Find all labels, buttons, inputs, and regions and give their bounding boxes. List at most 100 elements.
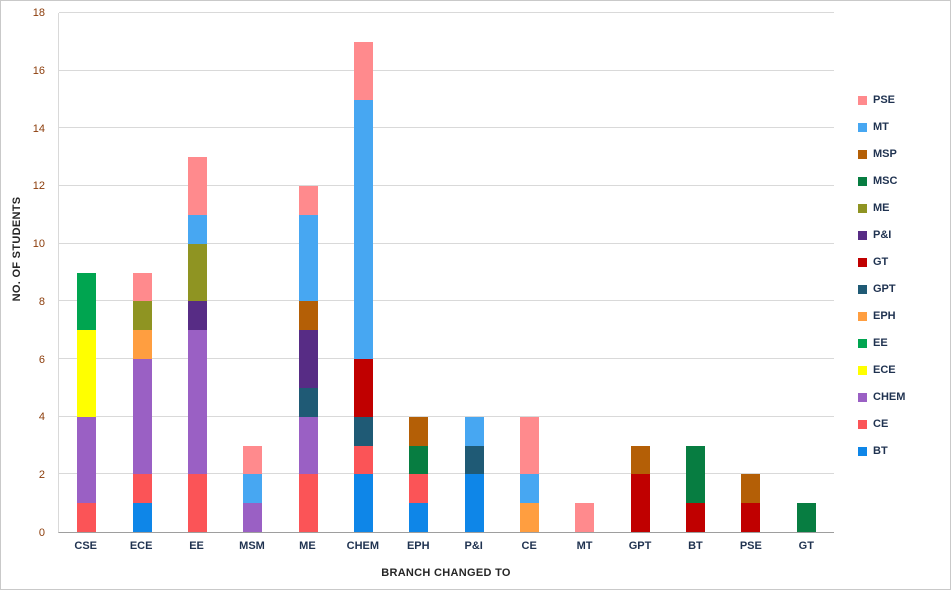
legend-label: MT xyxy=(873,121,889,133)
bar-segment-PSE xyxy=(575,503,595,532)
x-axis-tick-label: MSM xyxy=(239,540,265,552)
legend-swatch-EE xyxy=(858,339,867,348)
chart-legend: PSE MT MSP MSC ME P&I GT GPT EPH EE ECE CHEM CE BT xyxy=(858,95,905,457)
bar-PSE xyxy=(741,13,761,532)
legend-label: BT xyxy=(873,445,888,457)
bar-segment-PSE xyxy=(187,157,207,215)
y-axis-tick-label: 14 xyxy=(32,122,45,135)
legend-label: MSC xyxy=(873,175,898,187)
legend-swatch-GPT xyxy=(858,285,867,294)
x-axis-tick-label: GPT xyxy=(628,540,652,552)
bar-segment-MT xyxy=(353,99,373,360)
legend-label: CHEM xyxy=(873,391,906,403)
bar-segment-PSE xyxy=(243,445,263,475)
gridline xyxy=(59,185,834,186)
bar-CE xyxy=(520,13,540,532)
gridline xyxy=(59,358,834,359)
legend-item-MSC: MSC xyxy=(858,176,905,187)
y-axis: 0 2 4 6 8 10 12 14 16 18 xyxy=(1,7,51,539)
x-axis-tick-label: MT xyxy=(576,540,593,552)
bar-ME xyxy=(298,13,318,532)
x-axis-title: BRANCH CHANGED TO xyxy=(381,567,511,579)
legend-item-GT: GT xyxy=(858,257,905,268)
gridline xyxy=(59,69,834,71)
legend-label: PSE xyxy=(873,94,896,106)
legend-label: P&I xyxy=(873,229,892,241)
bar-segment-CHEM xyxy=(298,416,318,475)
gridline xyxy=(59,473,834,475)
bar-segment-CE xyxy=(132,474,152,504)
y-axis-tick-label: 2 xyxy=(38,469,45,482)
bar-segment-PSE xyxy=(353,41,373,100)
bar-segment-GPT xyxy=(298,387,318,417)
bar-segment-CE xyxy=(298,474,318,532)
bar-GT xyxy=(796,13,816,532)
bar-MSM xyxy=(243,13,263,532)
bar-GPT xyxy=(630,13,650,532)
bar-segment-ME xyxy=(132,301,152,331)
legend-swatch-GT xyxy=(858,258,867,267)
x-axis-tick-label: P&I xyxy=(464,540,483,552)
bar-CSE xyxy=(77,13,97,532)
bar-segment-MSP xyxy=(741,474,761,504)
plot-area xyxy=(58,12,834,533)
legend-swatch-BT xyxy=(858,447,867,456)
y-axis-tick-label: 4 xyxy=(38,411,45,424)
y-axis-tick-label: 16 xyxy=(32,64,45,77)
bar-segment-PSE xyxy=(520,416,540,475)
bar-segment-MSP xyxy=(630,445,650,475)
bar-segment-GT xyxy=(630,474,650,532)
legend-label: GT xyxy=(873,256,889,268)
legend-item-CHEM: CHEM xyxy=(858,392,905,403)
bar-segment-MSC xyxy=(686,445,706,504)
legend-label: ME xyxy=(873,202,890,214)
bar-segment-BT xyxy=(409,503,429,532)
gridline xyxy=(59,415,834,417)
bar-segment-P&I xyxy=(187,301,207,331)
bar-segment-P&I xyxy=(298,330,318,388)
legend-item-P&I: P&I xyxy=(858,230,905,241)
gridline xyxy=(59,300,834,302)
bar-P&I xyxy=(464,13,484,532)
x-axis-tick-label: PSE xyxy=(739,540,762,552)
x-axis-tick-label: GT xyxy=(798,540,814,552)
bar-segment-ECE xyxy=(77,330,97,417)
legend-label: GPT xyxy=(873,283,896,295)
legend-swatch-MSC xyxy=(858,177,867,186)
bar-segment-EPH xyxy=(520,503,540,532)
bar-segment-BT xyxy=(132,503,152,532)
x-axis-tick-label: CSE xyxy=(74,540,98,552)
legend-item-ECE: ECE xyxy=(858,365,905,376)
bar-segment-MSC xyxy=(796,503,816,532)
legend-label: EPH xyxy=(873,310,896,322)
bar-segment-GT xyxy=(353,359,373,417)
bar-segment-CE xyxy=(187,474,207,532)
x-axis-tick-label: CHEM xyxy=(346,540,380,552)
legend-swatch-CHEM xyxy=(858,393,867,402)
bar-segment-CHEM xyxy=(187,330,207,475)
legend-swatch-MSP xyxy=(858,150,867,159)
bar-segment-PSE xyxy=(298,186,318,215)
legend-swatch-PSE xyxy=(858,96,867,105)
bar-segment-ME xyxy=(187,243,207,302)
bar-segment-MSC xyxy=(409,445,429,475)
bar-MT xyxy=(575,13,595,532)
legend-item-GPT: GPT xyxy=(858,284,905,295)
legend-item-MT: MT xyxy=(858,122,905,133)
x-axis-tick-label: BT xyxy=(688,540,703,552)
legend-item-EE: EE xyxy=(858,338,905,349)
legend-item-EPH: EPH xyxy=(858,311,905,322)
bar-segment-MT xyxy=(520,474,540,504)
bar-segment-EE xyxy=(77,272,97,331)
legend-item-BT: BT xyxy=(858,446,905,457)
legend-swatch-P&I xyxy=(858,231,867,240)
bar-segment-GT xyxy=(741,503,761,532)
y-axis-tick-label: 8 xyxy=(38,295,45,308)
x-axis-tick-label: EE xyxy=(189,540,204,552)
x-axis-tick-label: EPH xyxy=(406,540,430,552)
bar-segment-PSE xyxy=(132,272,152,302)
bar-segment-CHEM xyxy=(243,503,263,532)
y-axis-tick-label: 0 xyxy=(38,527,45,539)
bar-segment-BT xyxy=(353,474,373,532)
